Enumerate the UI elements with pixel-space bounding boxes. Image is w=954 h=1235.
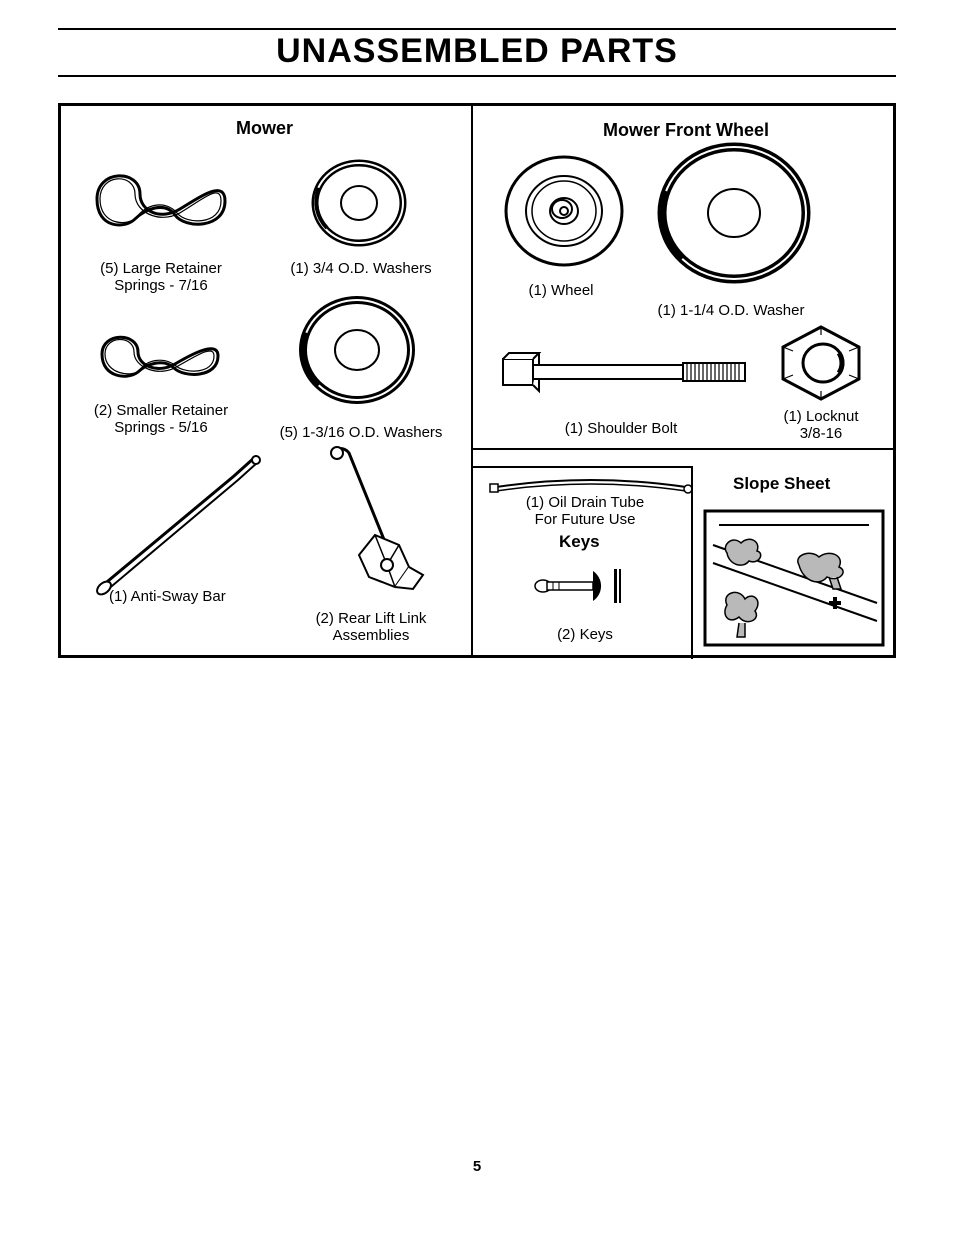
- small-retainer-label: (2) Smaller Retainer Springs - 5/16: [61, 402, 261, 437]
- key-icon: [501, 554, 681, 618]
- keys-heading: Keys: [559, 532, 600, 552]
- wheel-icon: [489, 146, 639, 276]
- large-retainer-label: (5) Large Retainer Springs - 7/16: [61, 260, 261, 295]
- parts-box: Mower (5) Large Retainer Springs - 7/16 …: [58, 103, 896, 658]
- washer-34-label: (1) 3/4 O.D. Washers: [261, 260, 461, 277]
- mower-heading: Mower: [236, 118, 293, 139]
- oil-drain-label: (1) Oil Drain Tube For Future Use: [485, 494, 685, 529]
- shoulder-bolt-label: (1) Shoulder Bolt: [521, 420, 721, 437]
- vertical-divider-2: [691, 466, 693, 659]
- keys-label: (2) Keys: [485, 626, 685, 643]
- washer-34-icon: [299, 154, 419, 252]
- washer-1316-icon: [291, 290, 423, 410]
- locknut-icon: [761, 318, 881, 406]
- wheel-label: (1) Wheel: [461, 282, 661, 299]
- large-retainer-spring-icon: [75, 150, 245, 248]
- rear-lift-label: (2) Rear Lift Link Assemblies: [271, 610, 471, 645]
- washer-114-label: (1) 1-1/4 O.D. Washer: [631, 302, 831, 319]
- page-title: UNASSEMBLED PARTS: [58, 30, 896, 75]
- small-retainer-spring-icon: [75, 316, 245, 392]
- page-number: 5: [0, 1158, 954, 1175]
- shoulder-bolt-icon: [485, 336, 765, 406]
- slope-sheet-icon: [695, 502, 893, 654]
- horizontal-divider-1: [473, 448, 893, 450]
- rear-lift-link-icon: [289, 434, 449, 610]
- slope-heading: Slope Sheet: [733, 474, 830, 494]
- vertical-divider: [471, 106, 473, 655]
- locknut-label: (1) Locknut 3/8-16: [721, 408, 921, 443]
- washer-114-icon: [649, 138, 819, 288]
- anti-sway-label: (1) Anti-Sway Bar: [109, 588, 269, 605]
- anti-sway-bar-icon: [79, 446, 289, 606]
- title-bar: UNASSEMBLED PARTS: [58, 28, 896, 77]
